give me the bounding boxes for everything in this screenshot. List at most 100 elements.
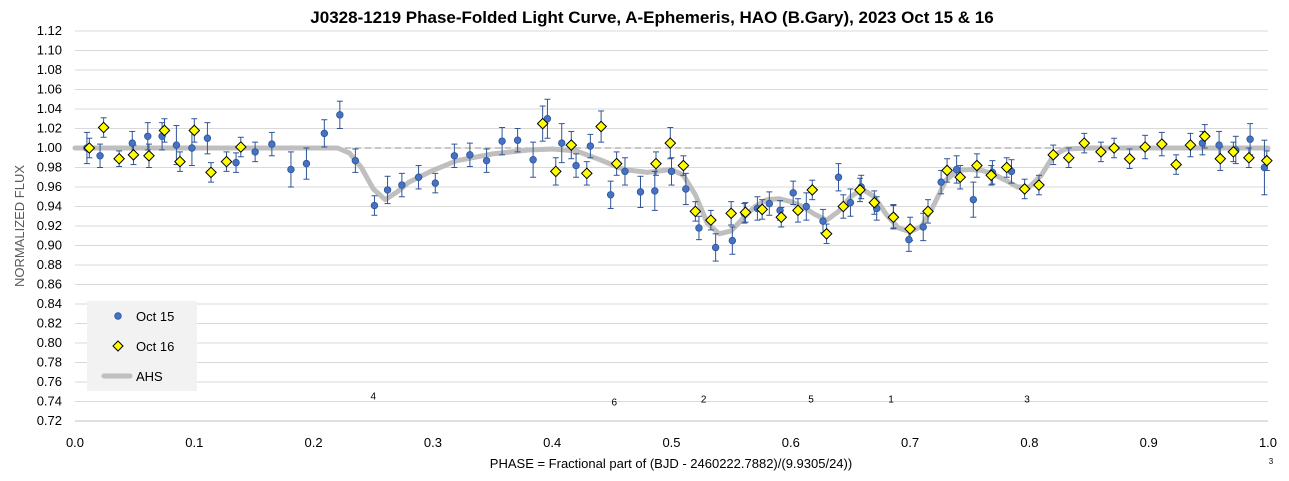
annotations: 4 6 2 5 1 3: [370, 392, 1030, 409]
oct16-point: [1095, 145, 1107, 158]
oct15-point: [834, 173, 843, 181]
oct16-point: [775, 211, 788, 224]
oct16-point: [1018, 183, 1031, 195]
oct16-point: [792, 204, 804, 217]
y-tick-label: 1.12: [37, 23, 62, 38]
annotation-label: 6: [611, 397, 617, 408]
oct16-point: [1243, 151, 1255, 164]
oct15-point: [606, 191, 615, 199]
oct15-point: [819, 217, 827, 225]
legend-oct16-marker: [112, 340, 124, 352]
x-tick-label: 1.0: [1259, 435, 1277, 450]
oct16-point: [1123, 152, 1136, 165]
legend-oct15-marker: [114, 312, 122, 320]
oct16-point: [739, 206, 752, 219]
oct16-point: [1184, 139, 1197, 151]
annotation-label: 4: [370, 392, 376, 403]
oct16-point: [158, 124, 171, 137]
oct15-point: [558, 139, 566, 147]
oct16-point: [756, 203, 769, 216]
x-tick-label: 0.4: [543, 435, 561, 450]
y-tick-label: 0.82: [37, 316, 62, 331]
oct16-point: [580, 167, 593, 180]
legend-label: Oct 15: [136, 309, 174, 324]
oct15-point: [937, 178, 945, 186]
oct15-point: [919, 223, 927, 231]
oct16-point: [1260, 154, 1273, 167]
oct15-point: [952, 165, 961, 174]
oct16-point: [985, 169, 998, 182]
y-tick-label: 0.80: [37, 335, 62, 350]
oct16-point: [904, 223, 917, 235]
oct15-point: [513, 136, 522, 144]
oct15-point: [586, 142, 595, 150]
oct16-point: [1000, 161, 1013, 174]
chart-title: J0328-1219 Phase-Folded Light Curve, A-E…: [310, 8, 993, 27]
x-tick-label: 0.3: [424, 435, 442, 450]
y-tick-label: 0.96: [37, 179, 62, 194]
oct15-point: [1215, 141, 1223, 149]
oct16-point: [677, 159, 690, 172]
oct16-point: [143, 149, 155, 162]
plot-area: [72, 98, 1273, 262]
oct15-point: [431, 179, 439, 187]
annotation-label: 1: [888, 395, 894, 406]
x-tick-label: 0.8: [1020, 435, 1038, 450]
oct15-point: [695, 224, 703, 232]
oct15-point: [1198, 139, 1207, 147]
oct15-point: [1260, 163, 1269, 172]
x-tick-label: 0.6: [782, 435, 800, 450]
oct16-point: [205, 166, 217, 179]
axis-ticks: 0.720.740.760.780.800.820.840.860.880.90…: [37, 23, 1277, 450]
oct16-point: [1214, 152, 1227, 165]
oct15-point: [370, 201, 379, 210]
oct16-point: [820, 227, 833, 240]
oct15-point: [172, 141, 181, 149]
oct16-point: [1155, 138, 1168, 151]
oct15-point: [188, 144, 196, 152]
oct15-point: [482, 156, 491, 165]
oct16-point: [536, 117, 549, 130]
oct16-point: [854, 184, 866, 196]
oct16-point: [806, 184, 819, 196]
annotation-label: 2: [701, 395, 707, 406]
oct15-point: [728, 236, 737, 245]
gridlines: [75, 30, 1268, 422]
oct16-point: [1108, 142, 1121, 154]
y-tick-label: 0.72: [37, 413, 62, 428]
oct15-point: [802, 202, 811, 211]
oct16-point: [837, 200, 850, 213]
oct15-point: [251, 148, 259, 156]
x-tick-label: 0.0: [66, 435, 84, 450]
oct15-point: [1246, 135, 1254, 143]
oct15-point: [287, 165, 295, 174]
oct15-point: [651, 187, 659, 195]
oct16-point: [664, 137, 677, 150]
x-axis-title: PHASE = Fractional part of (BJD - 246022…: [490, 456, 852, 471]
oct15-point: [383, 186, 392, 194]
oct15-point: [498, 137, 506, 145]
oct15-point: [572, 161, 580, 170]
oct16-point: [954, 171, 967, 184]
oct15-point: [268, 140, 276, 148]
oct15-point: [711, 243, 720, 252]
y-tick-label: 0.76: [37, 374, 62, 389]
oct15-point: [351, 156, 360, 165]
oct15-point: [466, 151, 474, 159]
oct16-point: [1078, 137, 1091, 150]
y-tick-label: 0.84: [37, 296, 62, 311]
annotation-label: 3: [1024, 395, 1030, 406]
ahs-model-curve: [72, 145, 1271, 237]
y-tick-label: 0.74: [37, 394, 62, 409]
y-tick-label: 0.94: [37, 199, 62, 214]
oct15-point: [128, 139, 136, 147]
oct15-point: [450, 152, 459, 160]
oct16-point: [689, 205, 702, 218]
legend: Oct 15 Oct 16 AHS: [87, 301, 197, 391]
y-axis-title: NORMALIZED FLUX: [12, 165, 27, 287]
y-tick-label: 1.00: [37, 140, 62, 155]
oct16-point: [97, 121, 110, 134]
x-tick-label: 0.9: [1140, 435, 1158, 450]
oct15-point: [905, 235, 913, 244]
